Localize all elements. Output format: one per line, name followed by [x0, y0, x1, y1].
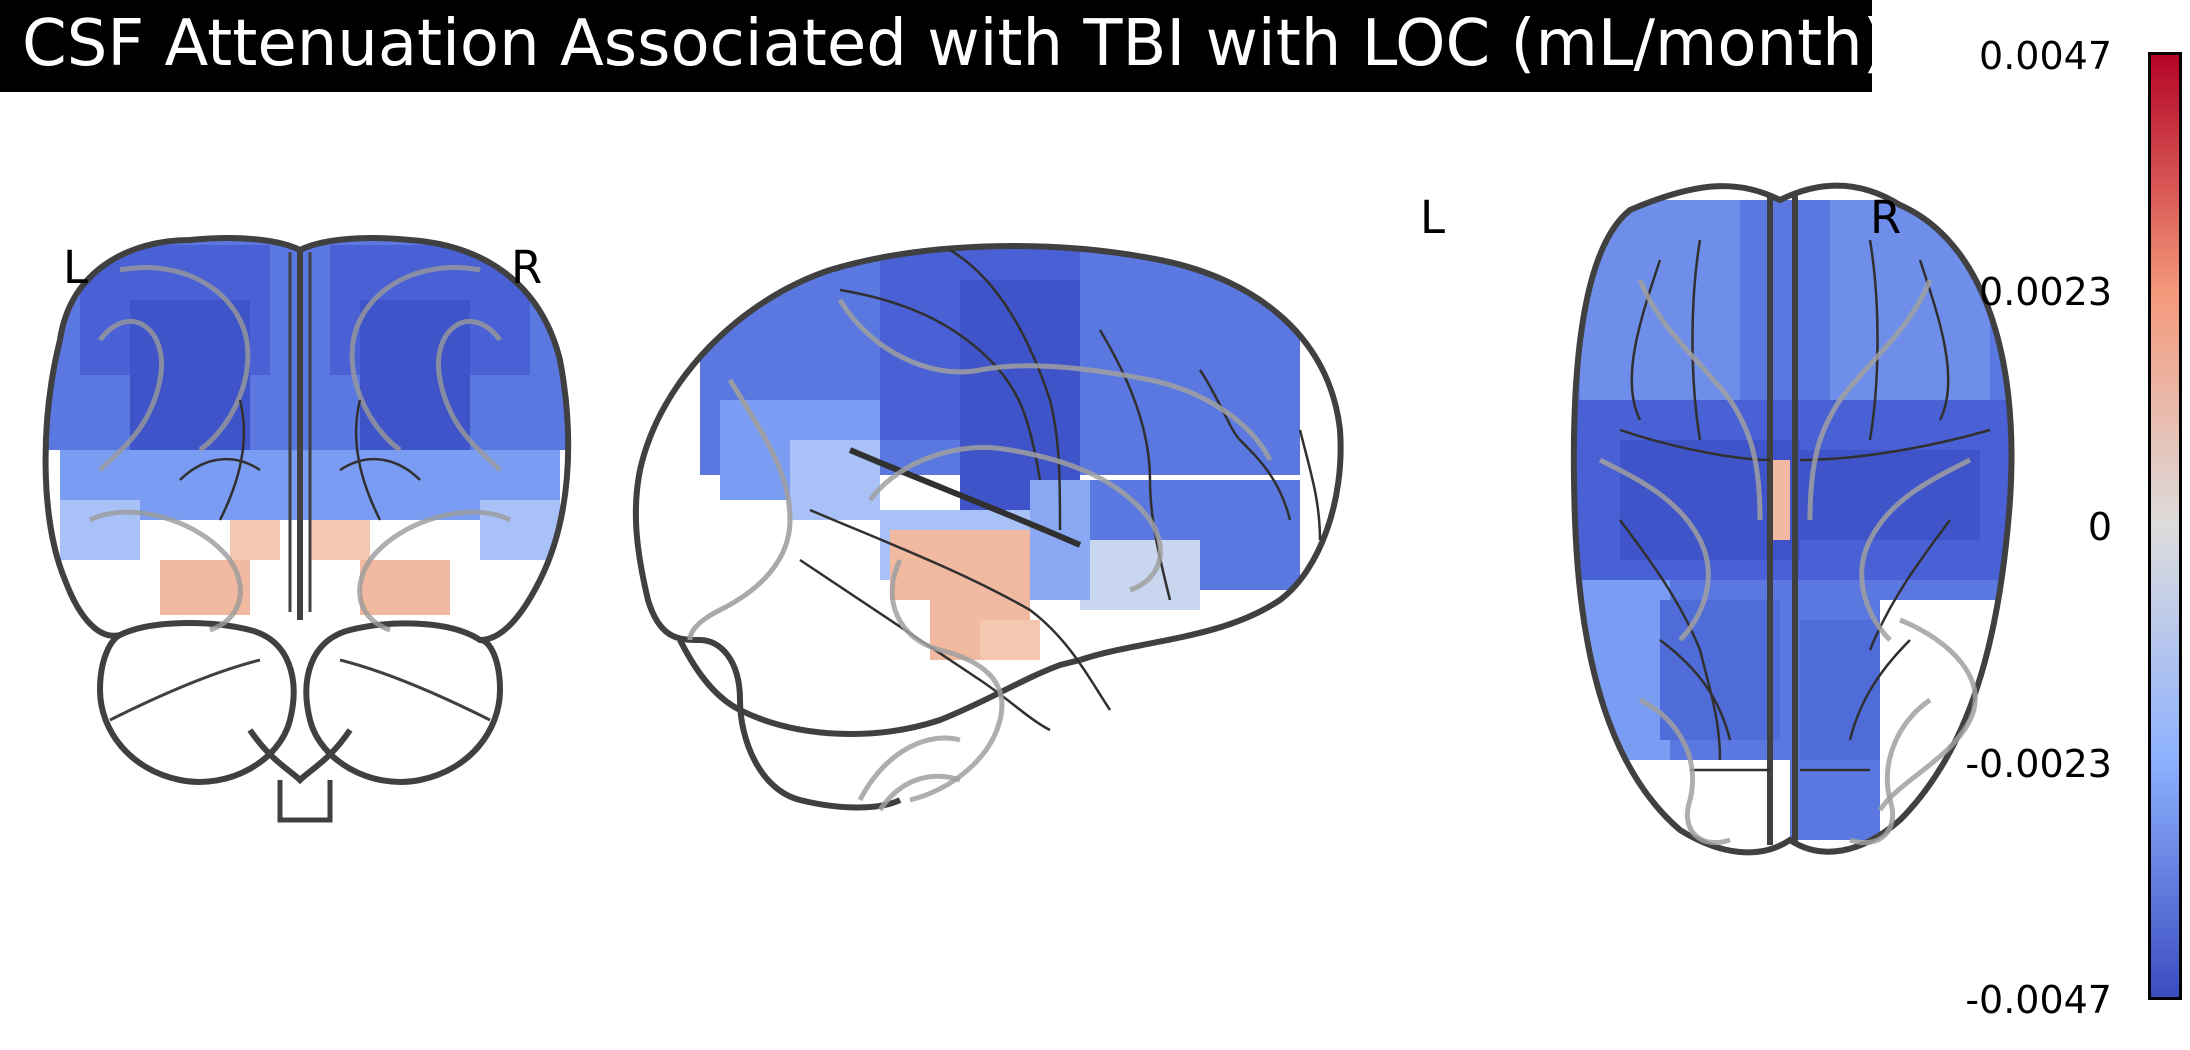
coronal-view: [42, 235, 572, 823]
figure-title: CSF Attenuation Associated with TBI with…: [22, 7, 1888, 81]
axial-right-label: R: [1870, 191, 1902, 244]
colorbar-tick-upper: 0.0023: [1979, 270, 2112, 314]
colorbar-tick-zero: 0: [2087, 505, 2112, 549]
colorbar-tick-min: -0.0047: [1965, 978, 2112, 1022]
axial-left-label: L: [1420, 191, 1446, 244]
axial-view: [1570, 182, 2015, 856]
colorbar: [2148, 52, 2182, 1000]
title-bar: CSF Attenuation Associated with TBI with…: [0, 0, 1888, 92]
coronal-right-label: R: [511, 241, 543, 294]
coronal-left-label: L: [63, 241, 89, 294]
colorbar-tick-lower: -0.0023: [1965, 742, 2112, 786]
sagittal-view: [632, 243, 1344, 812]
colorbar-tick-max: 0.0047: [1979, 34, 2112, 78]
